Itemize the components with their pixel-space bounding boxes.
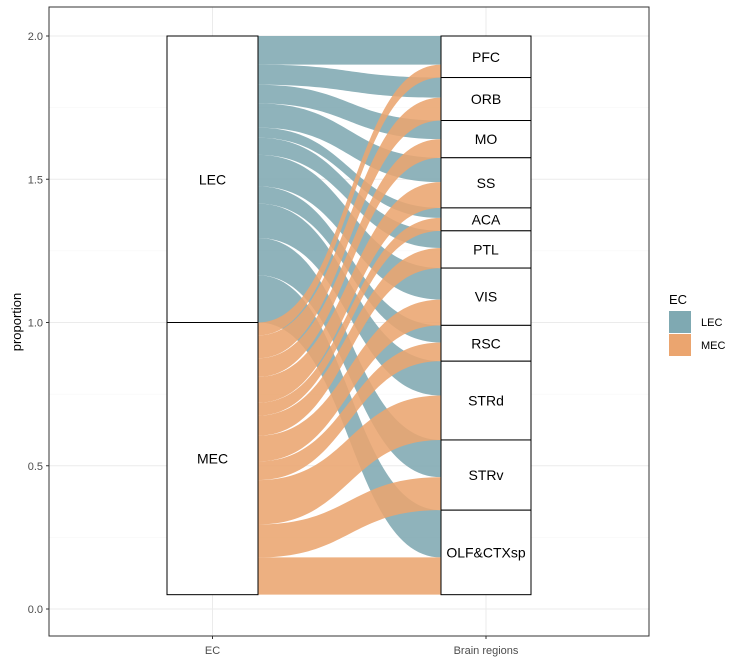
flow-mec-aca	[258, 217, 441, 416]
stratum-label-mec: MEC	[197, 451, 228, 467]
flow-mec-rsc	[258, 342, 441, 481]
stratum-label-mo: MO	[475, 131, 498, 147]
stratum-ptl	[440, 230, 532, 269]
panel-border	[48, 6, 650, 637]
flow-mec-vis	[258, 299, 441, 462]
flow-mec-pfc	[258, 64, 441, 336]
flow-lec-aca	[258, 127, 441, 218]
flow-mec-mo	[258, 139, 441, 377]
y-axis-title: proportion	[9, 293, 24, 352]
stratum-strd	[440, 360, 532, 441]
stratum-mo	[440, 120, 532, 159]
stratum-lec	[166, 35, 259, 323]
flow-lec-orb	[258, 64, 441, 98]
y-tick-label: 1.0	[28, 318, 43, 330]
stratum-mec	[166, 322, 259, 596]
x-axis: EC Brain regions	[205, 636, 519, 657]
flow-mec-ptl	[258, 248, 441, 436]
stratum-pfc	[440, 35, 532, 79]
flow-mec-strd	[258, 395, 441, 525]
y-tick-label: 2.0	[28, 31, 43, 43]
flow-lec-ptl	[258, 137, 441, 249]
y-axis: 0.0 0.5 1.0 1.5 2.0	[28, 31, 49, 616]
stratum-label-rsc: RSC	[471, 335, 501, 351]
y-tick-label: 1.5	[28, 174, 43, 186]
strata: LEC MEC PFC ORB MO SS ACA PTL VIS RSC STRd STRv OLF&…	[166, 35, 532, 596]
flow-lec-strv	[258, 237, 441, 478]
stratum-rsc	[440, 324, 532, 362]
stratum-label-strv: STRv	[469, 467, 504, 483]
y-tick-label: 0.0	[28, 604, 43, 616]
legend-label-mec: MEC	[701, 340, 726, 352]
legend-key-lec	[669, 311, 691, 333]
flow-mec-olf-ctxsp	[258, 557, 441, 595]
legend: EC LEC MEC	[669, 292, 726, 356]
legend-key-mec	[669, 334, 691, 356]
y-tick-label: 0.5	[28, 461, 43, 473]
stratum-label-strd: STRd	[468, 393, 504, 409]
stratum-label-olf-ctxsp: OLF&CTXsp	[446, 544, 526, 560]
stratum-label-orb: ORB	[471, 91, 501, 107]
stratum-label-ptl: PTL	[473, 241, 499, 257]
stratum-ss	[440, 157, 532, 209]
flow-mec-orb	[258, 97, 441, 359]
stratum-label-ss: SS	[477, 175, 496, 191]
x-tick-label-brain-regions: Brain regions	[454, 645, 519, 657]
flow-lec-pfc	[258, 36, 441, 65]
x-tick-label-ec: EC	[205, 645, 220, 657]
stratum-vis	[440, 267, 532, 326]
stratum-label-aca: ACA	[472, 211, 501, 227]
flow-mec-ss	[258, 182, 441, 403]
stratum-label-pfc: PFC	[472, 49, 500, 65]
stratum-label-vis: VIS	[475, 289, 498, 305]
flows	[258, 36, 441, 595]
legend-label-lec: LEC	[701, 317, 722, 329]
stratum-olf-ctxsp	[440, 509, 532, 596]
flow-mec-strv	[258, 477, 441, 558]
stratum-label-lec: LEC	[199, 171, 226, 187]
legend-title: EC	[669, 292, 687, 307]
